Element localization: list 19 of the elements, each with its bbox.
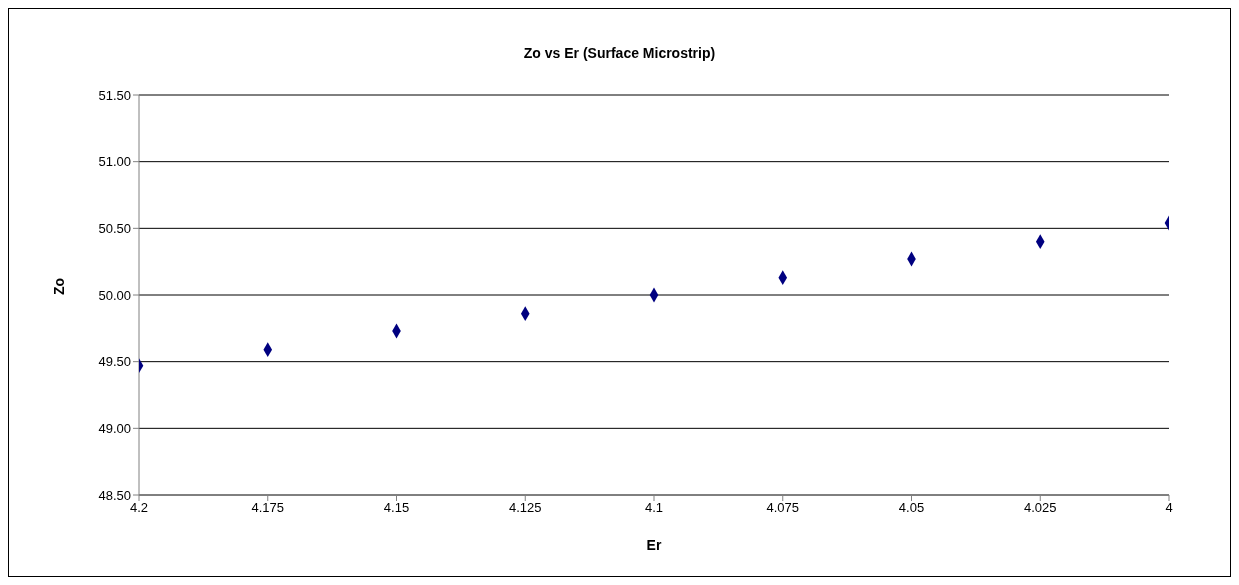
x-tick-label: 4.125 bbox=[508, 500, 542, 516]
chart-title: Zo vs Er (Surface Microstrip) bbox=[522, 45, 717, 63]
x-axis-title: Er bbox=[646, 537, 662, 553]
x-tick-label: 4.15 bbox=[383, 500, 410, 516]
y-tick-label: 48.50 bbox=[98, 487, 131, 503]
x-tick-label: 4.075 bbox=[766, 500, 800, 516]
y-tick-label: 50.00 bbox=[98, 287, 131, 303]
x-tick-label: 4 bbox=[1165, 500, 1173, 516]
x-tick-label: 4.05 bbox=[898, 500, 925, 516]
y-tick-label: 51.50 bbox=[98, 87, 131, 103]
x-tick-label: 4.025 bbox=[1023, 500, 1057, 516]
y-tick-label: 50.50 bbox=[98, 220, 131, 236]
x-tick-label: 4.175 bbox=[251, 500, 285, 516]
y-tick-label: 49.00 bbox=[98, 420, 131, 436]
y-axis-title: Zo bbox=[50, 277, 67, 295]
x-tick-label: 4.2 bbox=[129, 500, 149, 516]
y-tick-label: 51.00 bbox=[98, 154, 131, 170]
x-tick-label: 4.1 bbox=[644, 500, 664, 516]
y-tick-label: 49.50 bbox=[98, 354, 131, 370]
